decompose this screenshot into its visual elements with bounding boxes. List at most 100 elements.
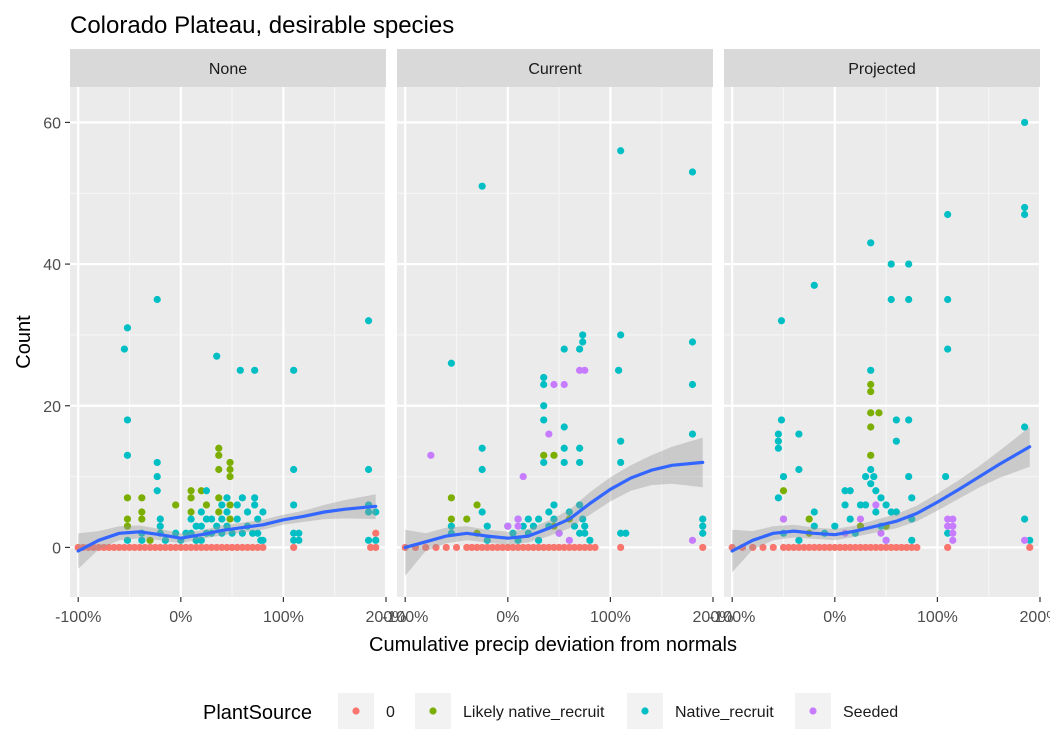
data-point xyxy=(586,536,594,544)
data-point xyxy=(867,387,875,396)
data-point xyxy=(769,543,777,552)
data-point xyxy=(749,543,757,552)
data-point xyxy=(197,487,205,495)
data-point xyxy=(254,529,262,537)
data-point xyxy=(123,451,132,459)
data-point xyxy=(545,430,553,438)
data-point xyxy=(131,543,139,552)
data-point xyxy=(187,487,195,495)
data-point xyxy=(218,515,226,523)
data-point xyxy=(514,522,522,530)
data-point xyxy=(478,182,486,190)
y-axis-label: Count xyxy=(13,315,35,369)
data-point xyxy=(540,416,548,424)
legend-label: Likely native_recruit xyxy=(463,704,605,721)
data-point xyxy=(138,536,146,544)
data-point xyxy=(867,409,875,417)
data-point xyxy=(223,508,231,516)
data-point xyxy=(570,522,579,530)
data-point xyxy=(197,508,205,516)
data-point xyxy=(699,522,707,530)
data-point xyxy=(473,501,481,509)
data-point xyxy=(949,529,957,537)
data-point xyxy=(447,494,455,502)
data-point xyxy=(699,543,707,552)
x-tick-label: 0% xyxy=(823,609,846,626)
data-point xyxy=(892,508,900,516)
data-point xyxy=(123,536,132,544)
data-point xyxy=(136,543,144,552)
panel-background xyxy=(724,87,1040,597)
data-point xyxy=(777,317,786,325)
data-point xyxy=(529,543,538,552)
data-point xyxy=(534,543,543,552)
data-point xyxy=(478,508,486,516)
data-point xyxy=(560,543,568,552)
data-point xyxy=(905,295,913,304)
smooth-line xyxy=(76,504,378,553)
data-point xyxy=(867,366,875,374)
data-point xyxy=(202,501,211,509)
facet-strip-label: None xyxy=(209,61,247,78)
data-point xyxy=(887,260,895,268)
data-point xyxy=(1021,203,1029,212)
data-point xyxy=(233,501,241,509)
data-point xyxy=(617,543,625,552)
data-point xyxy=(478,444,486,452)
data-point xyxy=(228,543,236,552)
data-point xyxy=(290,501,298,509)
data-point xyxy=(550,451,558,459)
data-point xyxy=(290,536,298,544)
data-point xyxy=(779,472,788,481)
data-point xyxy=(364,465,373,474)
data-point xyxy=(251,494,259,502)
data-point xyxy=(254,543,262,552)
data-point xyxy=(810,281,818,289)
data-point xyxy=(432,543,440,552)
data-point xyxy=(207,543,216,552)
legend-label: 0 xyxy=(386,704,395,721)
data-point xyxy=(820,543,829,552)
data-point xyxy=(254,515,262,523)
chart-title: Colorado Plateau, desirable species xyxy=(70,12,454,39)
data-point xyxy=(545,543,553,552)
data-point xyxy=(872,508,880,516)
data-point xyxy=(586,543,594,552)
data-point xyxy=(867,480,875,488)
data-point xyxy=(172,501,180,509)
facet-strip-label: Current xyxy=(528,61,582,78)
data-point xyxy=(243,543,252,552)
data-point xyxy=(944,345,952,353)
data-point xyxy=(202,515,211,523)
data-point xyxy=(795,465,803,474)
data-point xyxy=(529,522,538,530)
data-point xyxy=(892,543,900,552)
data-point xyxy=(579,515,587,523)
facet-strip xyxy=(724,49,1040,87)
data-point xyxy=(364,508,373,516)
data-point xyxy=(238,529,246,537)
data-point xyxy=(581,366,589,374)
data-point xyxy=(774,494,782,502)
data-point xyxy=(872,543,880,552)
data-point xyxy=(100,543,108,552)
data-point xyxy=(187,508,195,516)
data-point xyxy=(785,543,793,552)
legend-key-symbol xyxy=(352,707,360,715)
data-point xyxy=(831,543,839,552)
data-point xyxy=(367,543,375,552)
data-point xyxy=(841,487,849,495)
data-point xyxy=(290,366,298,374)
data-point xyxy=(560,345,568,353)
data-point xyxy=(944,295,952,304)
x-tick-label: 100% xyxy=(590,609,631,626)
data-point xyxy=(779,543,788,552)
legend-item: Likely native_recruit xyxy=(415,693,605,729)
data-point xyxy=(105,543,113,552)
data-point xyxy=(177,543,185,552)
data-point xyxy=(831,522,839,530)
data-point xyxy=(882,543,890,552)
data-points xyxy=(401,147,707,552)
data-point xyxy=(846,487,854,495)
